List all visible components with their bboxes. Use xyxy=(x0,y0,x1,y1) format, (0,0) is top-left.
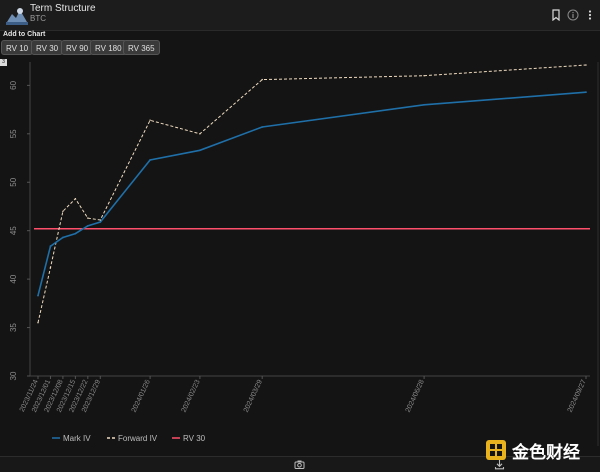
page-title: Term Structure xyxy=(30,3,96,14)
watermark-logo-icon xyxy=(486,440,506,460)
forward-iv-point xyxy=(423,74,425,77)
mark-iv-point xyxy=(37,294,39,297)
mark-iv-point xyxy=(423,103,425,106)
mark-iv-point xyxy=(585,91,587,94)
x-tick-label: 2024/03/29 xyxy=(243,379,264,414)
forward-iv-point xyxy=(149,119,151,121)
legend-label[interactable]: Forward IV xyxy=(118,434,158,443)
panel-footer xyxy=(0,456,600,472)
rv-180-button[interactable]: RV 180 xyxy=(90,40,127,55)
mark-iv-point xyxy=(74,232,77,235)
y-tick-label: 40 xyxy=(9,274,18,283)
camera-icon[interactable] xyxy=(294,459,305,470)
x-tick-label: 2024/02/23 xyxy=(181,379,202,414)
info-icon[interactable] xyxy=(567,9,579,21)
y-tick-label: 60 xyxy=(9,80,18,89)
download-icon[interactable] xyxy=(494,459,505,470)
mark-iv-line xyxy=(37,91,587,296)
y-tick-label: 30 xyxy=(9,371,18,380)
rv-10-button[interactable]: RV 10 xyxy=(1,40,34,55)
mark-iv-point xyxy=(99,221,102,223)
watermark-text: 金色财经 xyxy=(512,442,580,463)
watermark: 金色财经 xyxy=(485,438,580,463)
rv-90-button[interactable]: RV 90 xyxy=(61,40,94,55)
mark-iv-point xyxy=(261,126,264,128)
panel-header: Term Structure BTC xyxy=(0,0,600,31)
forward-iv-point xyxy=(261,78,263,81)
forward-iv-point xyxy=(99,219,101,221)
add-to-chart-label: Add to Chart xyxy=(3,31,46,38)
series-count-badge: 3 xyxy=(0,59,7,66)
bookmark-icon[interactable] xyxy=(550,9,562,21)
rv-30-button[interactable]: RV 30 xyxy=(31,40,64,55)
forward-iv-point xyxy=(62,210,64,213)
mark-iv-point xyxy=(149,159,151,161)
legend-label[interactable]: Mark IV xyxy=(63,434,91,443)
logo-icon xyxy=(6,8,28,25)
forward-iv-point xyxy=(37,322,39,324)
y-tick-label: 50 xyxy=(9,177,18,186)
forward-iv-point xyxy=(74,198,77,200)
mark-iv-point xyxy=(199,149,201,152)
rv-365-button[interactable]: RV 365 xyxy=(123,40,160,55)
y-tick-label: 45 xyxy=(9,226,18,235)
term-structure-chart: 303540455055602023/11/242023/12/012023/1… xyxy=(9,62,599,446)
more-options-icon[interactable] xyxy=(584,9,596,21)
mark-iv-point xyxy=(86,224,89,227)
x-tick-label: 2024/06/28 xyxy=(405,379,426,414)
mark-iv-point xyxy=(49,245,52,248)
legend-label[interactable]: RV 30 xyxy=(183,434,206,443)
forward-iv-point xyxy=(199,133,201,135)
mark-iv-point xyxy=(62,236,64,239)
forward-iv-line xyxy=(37,64,587,323)
y-tick-label: 35 xyxy=(9,323,18,332)
x-tick-label: 2024/01/26 xyxy=(131,379,152,414)
page-subtitle: BTC xyxy=(30,14,46,23)
forward-iv-point xyxy=(87,217,89,219)
forward-iv-point xyxy=(585,64,587,66)
y-tick-label: 55 xyxy=(9,129,18,138)
forward-iv-point xyxy=(49,266,52,269)
x-tick-label: 2024/09/27 xyxy=(567,379,588,414)
